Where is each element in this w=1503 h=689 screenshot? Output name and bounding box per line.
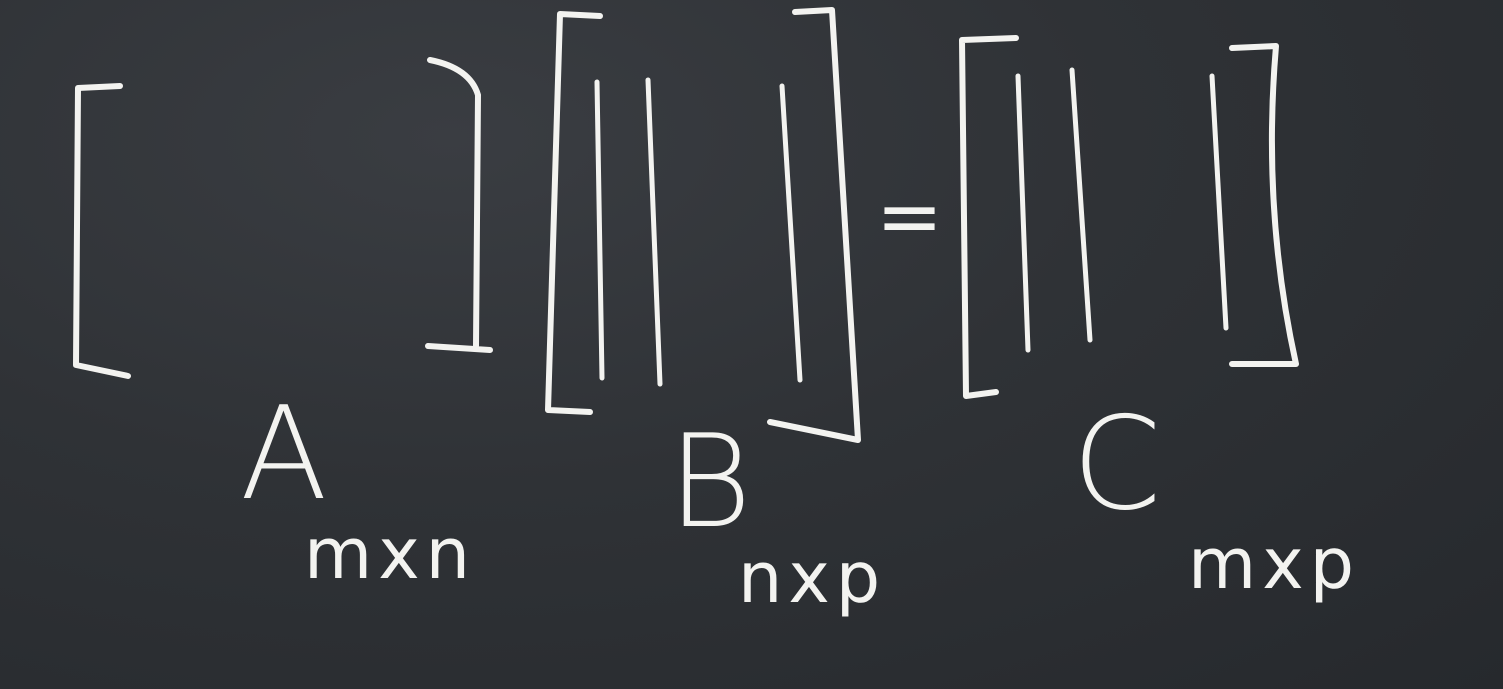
matrix-c-dims: mxp (1188, 523, 1360, 605)
matrix-a-right-bracket (425, 57, 493, 353)
matrix-a: A mxn (73, 57, 493, 595)
matrix-c-right-bracket (1229, 43, 1299, 367)
matrix-b-name: B (668, 408, 752, 557)
matrix-b-column-2 (645, 77, 663, 387)
matrix-a-name: A (240, 380, 328, 529)
matrix-c: C mxp (959, 35, 1360, 605)
matrix-b-column-1 (594, 79, 605, 381)
matrix-c-name: C (1072, 390, 1161, 539)
matrix-b-left-bracket (545, 11, 603, 415)
matrix-c-column-3 (1209, 73, 1229, 331)
matrix-b: B nxp (545, 7, 886, 619)
matrix-a-left-bracket (73, 83, 131, 379)
matrix-b-dims: nxp (738, 537, 886, 619)
matrix-a-dims: mxn (304, 513, 476, 595)
matrix-b-column-3 (779, 83, 803, 383)
matrix-b-right-bracket (767, 7, 861, 443)
matrix-c-left-bracket (959, 35, 1019, 399)
equals-sign: = (876, 170, 943, 263)
matrix-c-column-2 (1069, 67, 1093, 343)
matrix-c-column-1 (1015, 73, 1031, 353)
